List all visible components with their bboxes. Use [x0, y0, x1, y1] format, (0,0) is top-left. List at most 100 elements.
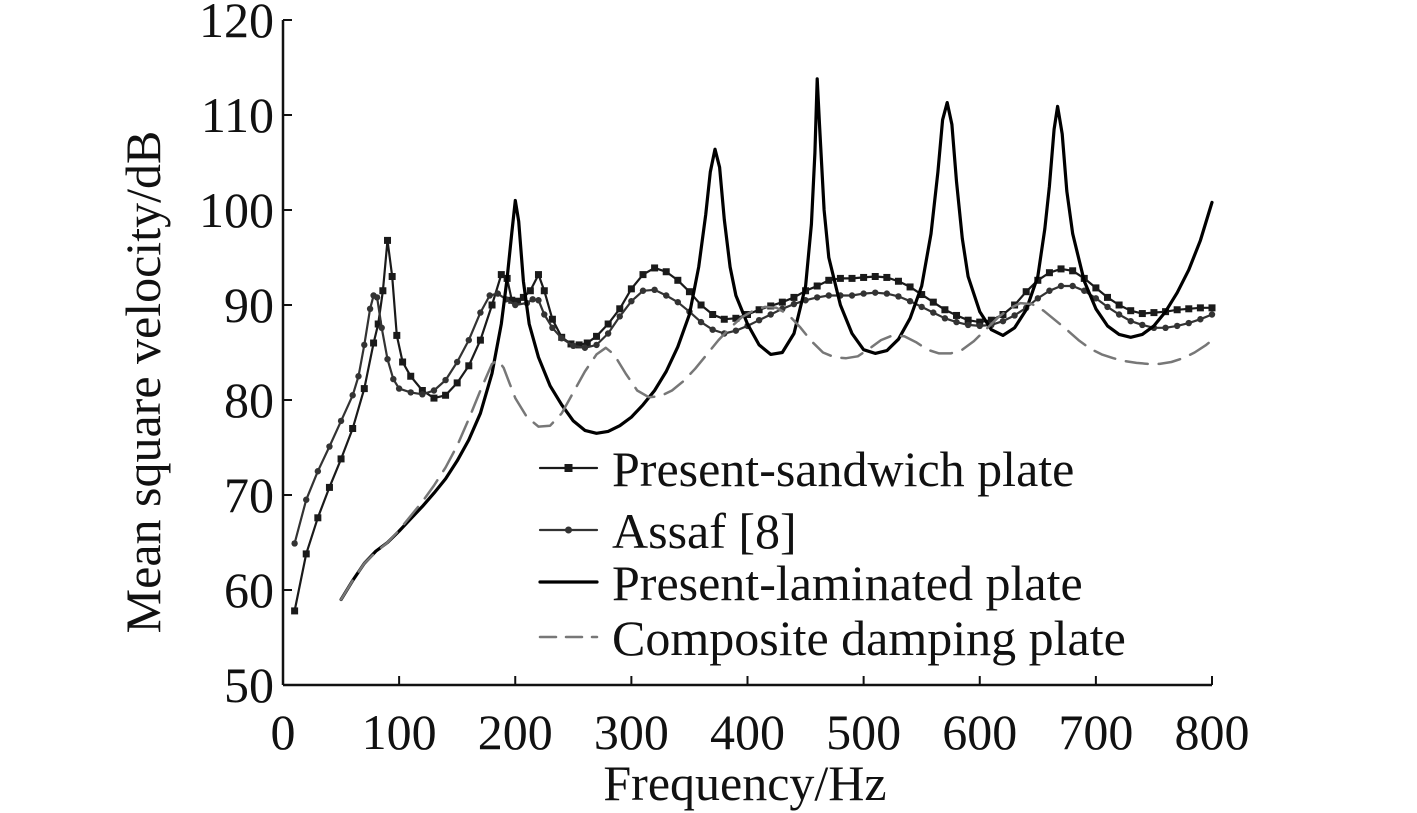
x-tick-label: 400 [710, 704, 785, 760]
x-tick-label: 300 [594, 704, 669, 760]
y-tick-label: 90 [224, 277, 274, 333]
data-point-dot [1081, 287, 1088, 294]
data-point-dot [291, 540, 298, 547]
data-point-square [825, 276, 833, 284]
data-point-dot [465, 336, 472, 344]
data-point-square [848, 274, 856, 282]
data-point-dot [390, 375, 397, 383]
data-point-square [1115, 301, 1123, 309]
legend-item: Present-sandwich plate [538, 441, 1074, 497]
data-point-dot [361, 341, 368, 349]
data-point-dot [1034, 295, 1042, 302]
y-axis-label: Mean square velocity/dB [115, 131, 171, 634]
data-point-square [767, 302, 775, 310]
data-point-square [709, 311, 717, 318]
data-point-dot [477, 309, 484, 316]
data-point-dot [1208, 311, 1216, 318]
data-point-square [860, 273, 868, 281]
data-point-square [388, 273, 396, 280]
axes: 50 60 70 80 90 100 110 120 0 100 200 300 400 500 600 70… [199, 0, 1250, 760]
data-point-square [836, 274, 844, 282]
data-point-dot [964, 321, 972, 329]
data-point-square [1022, 288, 1030, 296]
data-point-dot [366, 305, 374, 312]
data-point-dot [628, 298, 635, 305]
data-point-dot [535, 297, 542, 304]
data-point-square [906, 283, 914, 291]
legend-item: Composite damping plate [538, 610, 1126, 666]
data-point-square [964, 316, 972, 324]
series-4 [339, 301, 1214, 601]
data-point-square [314, 514, 322, 522]
data-point-square [790, 293, 798, 301]
data-point-square [813, 282, 821, 290]
legend-label: Present-laminated plate [612, 555, 1083, 611]
data-point-dot [326, 443, 333, 450]
data-point-square [534, 271, 542, 279]
y-tick-label: 60 [224, 562, 274, 618]
series-3 [339, 77, 1214, 602]
data-point-square [488, 301, 496, 309]
data-point-square [941, 306, 949, 314]
x-tick-label: 800 [1175, 704, 1250, 760]
data-point-dot [395, 385, 403, 392]
data-point-dot [930, 309, 937, 316]
data-point-dot [1046, 287, 1053, 294]
legend-item: Assaf [8] [538, 503, 797, 559]
x-tick-label: 200 [478, 704, 553, 760]
data-point-dot [593, 341, 600, 349]
data-point-square [430, 394, 438, 402]
data-point-square [639, 271, 647, 279]
data-point-square [1069, 267, 1077, 275]
data-point-square [662, 268, 670, 276]
data-point-square [627, 285, 635, 293]
data-point-square [476, 336, 484, 344]
data-point-square [1173, 306, 1181, 314]
x-tick-label: 0 [271, 704, 296, 760]
x-axis-label: Frequency/Hz [603, 755, 886, 811]
data-point-dot [1092, 295, 1100, 302]
data-point-dot [378, 324, 385, 331]
data-point-dot [825, 292, 832, 299]
data-point-dot [651, 286, 658, 293]
data-point-square [526, 287, 534, 295]
data-point-dot [848, 292, 856, 299]
data-point-square [1208, 304, 1216, 312]
data-point-dot [813, 294, 821, 301]
data-point-dot [1115, 311, 1123, 318]
data-point-dot [953, 318, 960, 326]
data-point-dot [1162, 324, 1169, 331]
data-point-square [1150, 309, 1158, 317]
data-point-dot [1173, 322, 1181, 330]
data-point-square [370, 339, 378, 347]
x-tick-label: 700 [1058, 704, 1133, 760]
data-point-square [508, 296, 516, 304]
data-point-square [755, 306, 763, 314]
data-point-dot [709, 326, 716, 333]
y-tick-label: 50 [224, 657, 274, 713]
data-point-dot [314, 468, 322, 475]
data-point-dot [419, 391, 426, 398]
data-point-square [393, 331, 401, 339]
data-point-square [1057, 265, 1065, 273]
data-point-dot [604, 330, 612, 337]
x-tick-label: 600 [942, 704, 1017, 760]
data-point-square [720, 315, 728, 323]
data-point-dot [373, 294, 381, 301]
y-tick-label: 120 [199, 0, 274, 48]
data-point-dot [883, 290, 891, 297]
data-point-square [291, 607, 299, 615]
legend: Present-sandwich plate Assaf [8]Present-l… [538, 441, 1126, 666]
data-point-square [379, 287, 387, 295]
data-point-square [453, 379, 461, 387]
legend-label: Assaf [8] [612, 503, 797, 559]
data-point-dot [442, 376, 449, 384]
data-point-square [616, 305, 624, 313]
data-point-dot [790, 300, 798, 308]
series-line [293, 284, 1214, 545]
data-point-square [407, 372, 415, 380]
data-point-dot [570, 342, 577, 350]
series-layer [291, 77, 1216, 615]
data-point-square [465, 362, 473, 370]
